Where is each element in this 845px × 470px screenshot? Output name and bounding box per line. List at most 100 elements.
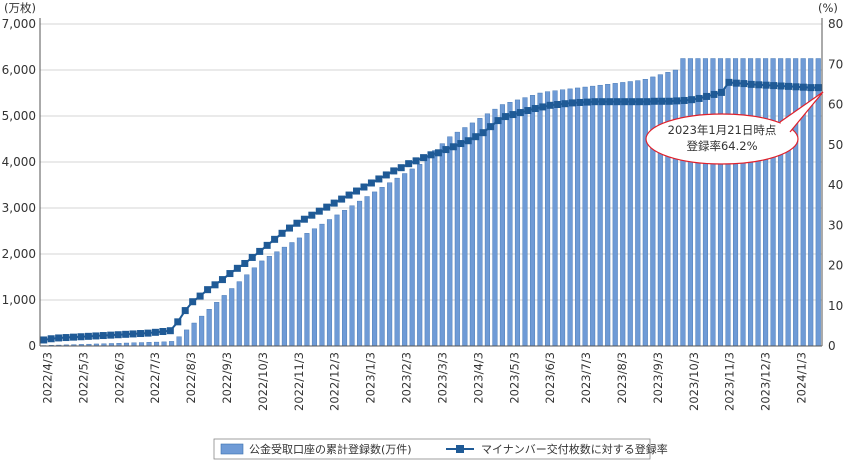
line-point	[725, 79, 732, 86]
bar	[154, 342, 159, 346]
y-right-tick-label: 70	[828, 57, 843, 71]
x-tick-label: 2023/7/3	[579, 352, 593, 404]
line-point	[85, 333, 92, 340]
line-point	[323, 204, 330, 211]
line-point	[785, 83, 792, 90]
line-point	[591, 98, 598, 105]
bar	[335, 215, 340, 346]
line-point	[770, 82, 777, 89]
line-point	[629, 98, 636, 105]
line-point	[390, 167, 397, 174]
line-point	[480, 129, 487, 136]
line-point	[733, 80, 740, 87]
bar	[184, 330, 189, 346]
bar	[793, 59, 798, 347]
bar	[643, 79, 648, 346]
bar	[350, 206, 355, 346]
line-point	[509, 111, 516, 118]
x-tick-label: 2023/10/3	[687, 352, 701, 411]
line-point	[144, 330, 151, 337]
bar	[402, 174, 407, 347]
line-point	[48, 335, 55, 342]
bar	[463, 128, 468, 347]
line-point	[152, 329, 159, 336]
bar	[139, 343, 144, 346]
bar	[583, 87, 588, 346]
x-tick-label: 2023/3/3	[435, 352, 449, 404]
bar	[305, 233, 310, 346]
y-right-unit-label: (%)	[818, 1, 838, 15]
bar	[267, 256, 272, 346]
legend-bar-label: 公金受取口座の累計登録数(万件)	[249, 442, 412, 456]
bar	[259, 261, 264, 346]
bar	[500, 105, 505, 347]
bar	[635, 81, 640, 346]
bar	[560, 90, 565, 346]
bar	[756, 59, 761, 347]
line-point	[375, 175, 382, 182]
bar	[748, 59, 753, 347]
line-point	[457, 140, 464, 147]
bar	[816, 59, 821, 347]
line-point	[569, 99, 576, 106]
bar	[666, 72, 671, 346]
bar	[387, 183, 392, 346]
bar	[575, 88, 580, 346]
line-point	[234, 265, 241, 272]
line-point	[748, 81, 755, 88]
legend-line-label: マイナンバー交付枚数に対する登録率	[481, 442, 668, 456]
x-tick-label: 2023/4/3	[471, 352, 485, 404]
line-point	[167, 327, 174, 334]
x-tick-label: 2022/4/3	[41, 352, 55, 404]
line-point	[599, 98, 606, 105]
bar	[222, 295, 227, 346]
bar	[620, 82, 625, 346]
line-point	[606, 98, 613, 105]
line-point	[383, 171, 390, 178]
line-point	[614, 98, 621, 105]
x-tick-label: 2023/5/3	[507, 352, 521, 404]
line-point	[465, 137, 472, 144]
line-point	[346, 192, 353, 199]
bar	[380, 187, 385, 346]
line-point	[182, 307, 189, 314]
line-point	[115, 331, 122, 338]
bar	[613, 83, 618, 346]
bar	[207, 309, 212, 346]
line-point	[755, 81, 762, 88]
line-point	[651, 98, 658, 105]
line-point	[487, 123, 494, 130]
y-left-tick-label: 3,000	[2, 201, 36, 215]
bar	[410, 169, 415, 346]
x-tick-label: 2022/6/3	[112, 352, 126, 404]
line-point	[763, 82, 770, 89]
bar	[741, 59, 746, 347]
x-tick-label: 2023/11/3	[723, 352, 737, 411]
line-point	[286, 225, 293, 232]
bar	[229, 289, 234, 347]
y-right-tick-label: 40	[828, 178, 843, 192]
y-left-tick-label: 5,000	[2, 109, 36, 123]
bar	[628, 82, 633, 347]
axes: 01,0002,0003,0004,0005,0006,0007,0000102…	[2, 17, 844, 411]
bar	[147, 342, 152, 346]
line-point	[420, 154, 427, 161]
line-point	[450, 143, 457, 150]
line-point	[778, 82, 785, 89]
line-point	[226, 270, 233, 277]
x-tick-label: 2023/12/3	[759, 352, 773, 411]
bar	[485, 114, 490, 346]
bar	[432, 151, 437, 347]
line-point	[442, 146, 449, 153]
line-point	[316, 208, 323, 215]
line-point	[264, 242, 271, 249]
bar	[538, 93, 543, 346]
line-point	[159, 328, 166, 335]
line-point	[368, 179, 375, 186]
line-point	[77, 333, 84, 340]
line-point	[696, 95, 703, 102]
line-point	[107, 332, 114, 339]
line-point	[718, 89, 725, 96]
bar	[801, 59, 806, 347]
